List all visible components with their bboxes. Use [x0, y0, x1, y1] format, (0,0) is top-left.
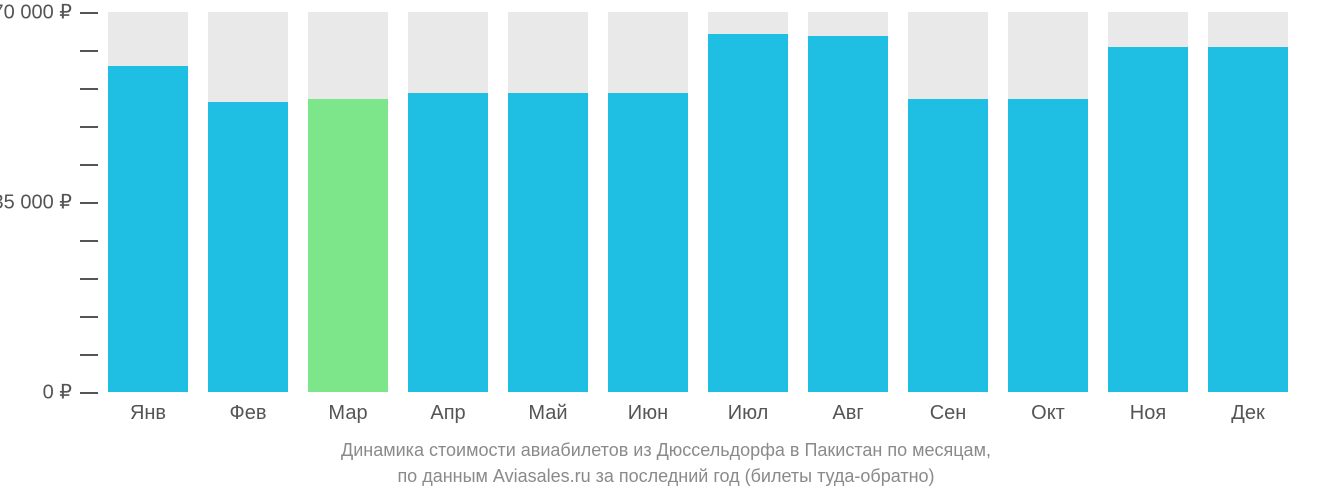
- x-axis-label: Сен: [930, 402, 967, 425]
- y-minor-tick: [80, 126, 98, 128]
- y-minor-tick: [80, 316, 98, 318]
- y-axis-label: 35 000 ₽: [0, 190, 72, 215]
- bar[interactable]: [708, 12, 788, 392]
- price-dynamics-chart: 0 ₽ 35 000 ₽ 70 000 ₽ Янв Фев Мар Апр Май Июн Ию…: [0, 0, 1332, 502]
- bar-value: [1108, 47, 1188, 392]
- bar[interactable]: [1008, 12, 1088, 392]
- bar[interactable]: [908, 12, 988, 392]
- bar-value: [208, 102, 288, 392]
- x-axis-label: Июл: [728, 402, 769, 425]
- x-axis-label: Мар: [328, 402, 367, 425]
- x-axis-label: Июн: [628, 402, 668, 425]
- bar-value: [808, 36, 888, 392]
- bar[interactable]: [608, 12, 688, 392]
- bar[interactable]: [108, 12, 188, 392]
- y-major-tick: [80, 12, 98, 14]
- x-axis-label: Авг: [832, 402, 863, 425]
- bar-value: [408, 93, 488, 392]
- y-major-tick: [80, 202, 98, 204]
- y-minor-tick: [80, 240, 98, 242]
- bar[interactable]: [408, 12, 488, 392]
- bar-value: [908, 99, 988, 392]
- bar-value: [1208, 47, 1288, 392]
- x-axis-label: Май: [528, 402, 567, 425]
- bar-value: [308, 99, 388, 392]
- x-axis-label: Янв: [130, 402, 166, 425]
- y-minor-tick: [80, 278, 98, 280]
- bar-value: [508, 93, 588, 392]
- y-major-tick: [80, 392, 98, 394]
- y-axis-label: 0 ₽: [43, 380, 72, 405]
- x-axis-label: Фев: [230, 402, 267, 425]
- x-axis-label: Апр: [430, 402, 465, 425]
- chart-caption-line2: по данным Aviasales.ru за последний год …: [0, 466, 1332, 487]
- bar[interactable]: [1108, 12, 1188, 392]
- y-minor-tick: [80, 354, 98, 356]
- bar[interactable]: [1208, 12, 1288, 392]
- bar-value: [108, 66, 188, 392]
- bar[interactable]: [208, 12, 288, 392]
- chart-caption-line1: Динамика стоимости авиабилетов из Дюссел…: [0, 440, 1332, 461]
- bar-value: [1008, 99, 1088, 392]
- y-minor-tick: [80, 88, 98, 90]
- x-axis-label: Ноя: [1130, 402, 1166, 425]
- y-minor-tick: [80, 164, 98, 166]
- y-minor-tick: [80, 50, 98, 52]
- bar[interactable]: [508, 12, 588, 392]
- bar-value: [708, 34, 788, 392]
- bar[interactable]: [308, 12, 388, 392]
- bar[interactable]: [808, 12, 888, 392]
- bar-value: [608, 93, 688, 392]
- x-axis-label: Окт: [1031, 402, 1065, 425]
- x-axis-label: Дек: [1231, 402, 1264, 425]
- y-axis-label: 70 000 ₽: [0, 0, 72, 25]
